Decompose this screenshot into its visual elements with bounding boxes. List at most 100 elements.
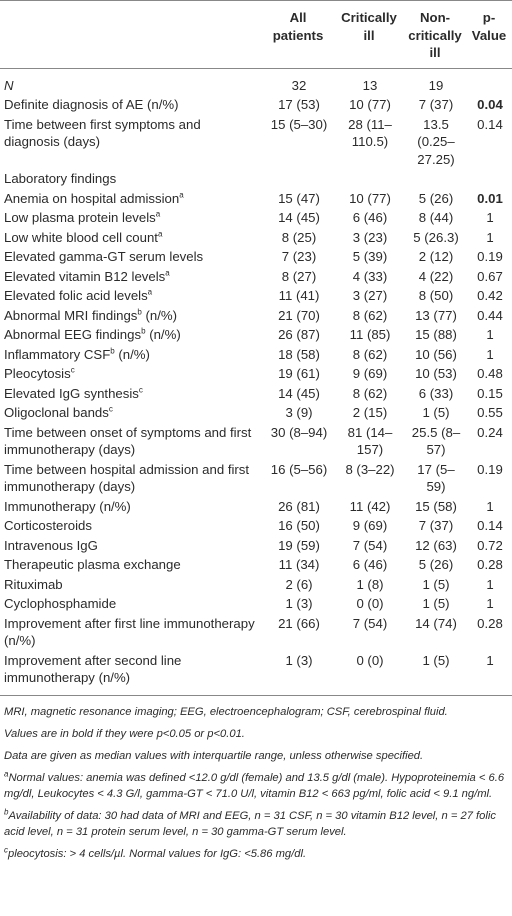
cell: 15 (5–30) <box>270 116 328 132</box>
row-label: Abnormal MRI findingsb (n/%) <box>0 306 262 326</box>
footnote-text: Values are in bold if they were p<0.05 o… <box>4 727 245 740</box>
row-label: Elevated folic acid levelsa <box>0 286 262 306</box>
cell: 18 (58) <box>278 346 320 362</box>
cell: 8 (62) <box>352 307 388 323</box>
cell: 3 (9) <box>285 405 313 420</box>
table-row: Oligoclonal bandsc 3 (9) 2 (15) 1 (5) 0.55 <box>0 403 512 423</box>
row-label: Low plasma protein levelsa <box>0 208 262 228</box>
row-label-text: Abnormal EEG findings <box>4 327 142 342</box>
row-label: Elevated gamma-GT serum levels <box>0 247 262 267</box>
cell: 1 <box>486 210 494 225</box>
cell: 8 (62) <box>352 385 388 401</box>
cell: 7 (37) <box>418 97 454 112</box>
cell: 12 (63) <box>415 537 457 553</box>
row-label-text: Inflammatory CSF <box>4 346 111 362</box>
footnote: Data are given as median values with int… <box>4 748 508 764</box>
column-header: All patients <box>262 0 334 69</box>
row-label: Therapeutic plasma exchange <box>0 555 262 575</box>
cell: 9 (69) <box>352 518 388 533</box>
table-row: Definite diagnosis of AE (n/%) 17 (53) 10 … <box>0 95 512 115</box>
row-label-note: (n/%) <box>146 97 179 112</box>
row-label-text: Abnormal MRI findings <box>4 307 138 323</box>
cell: 0.19 <box>477 249 503 264</box>
cell: 8 (3–22) <box>345 461 395 477</box>
cell: 32 <box>291 77 307 93</box>
cell: 14 (74) <box>415 615 457 631</box>
footnote-mark: b <box>110 346 115 356</box>
row-label: Anemia on hospital admissiona <box>0 189 262 209</box>
footnote-mark: c <box>4 844 8 854</box>
cell: 8 (62) <box>352 346 388 362</box>
cell: 6 (46) <box>352 210 388 225</box>
footnote-text: Data are given as median values with int… <box>4 749 424 762</box>
row-label-note: (n/%) <box>4 633 36 648</box>
cell: 0.55 <box>477 405 503 420</box>
row-label-note: (n/%) <box>99 498 131 514</box>
footnote-mark: a <box>179 190 184 200</box>
cell: 8 (27) <box>281 268 317 284</box>
cell: 15 (47) <box>278 190 320 206</box>
cell: 4 (33) <box>352 268 388 284</box>
footnote-text: pleocytosis: > 4 cells/µl. Normal values… <box>8 847 307 860</box>
cell: 26 (81) <box>278 498 320 514</box>
cell: 16 (50) <box>278 518 320 533</box>
cell: 13 (77) <box>415 307 457 323</box>
cell: 7 (23) <box>281 249 317 264</box>
row-label: Time between first symptoms and diagnosi… <box>0 115 262 170</box>
cell: 19 (61) <box>278 366 320 381</box>
cell: 0.14 <box>477 518 503 533</box>
cell: 0.19 <box>477 461 503 477</box>
row-label: Laboratory findings <box>0 169 512 189</box>
cell: 0.24 <box>477 424 503 440</box>
cell: 1 (5) <box>422 652 450 668</box>
cell: 25.5 (8–57) <box>411 424 461 458</box>
cell: 1 <box>486 346 494 362</box>
footnote: MRI, magnetic resonance imaging; EEG, el… <box>4 704 508 720</box>
table-row: Elevated folic acid levelsa 11 (41) 3 (27)… <box>0 286 512 306</box>
footnote-mark: a <box>4 768 9 778</box>
footnote-mark: a <box>157 229 163 239</box>
row-label-text: Low plasma protein levels <box>4 210 156 225</box>
cell: 8 (44) <box>418 210 454 225</box>
cell: 5 (26) <box>418 557 454 572</box>
cell: 0.42 <box>477 288 503 303</box>
header-corner <box>0 0 262 69</box>
table-row: Improvement after second line immunother… <box>0 651 512 696</box>
cell: 0 (0) <box>356 652 384 668</box>
table-row: Time between first symptoms and diagnosi… <box>0 115 512 170</box>
row-label-text: Pleocytosis <box>4 366 71 381</box>
cell: 15 (58) <box>415 498 457 514</box>
cell: 10 (77) <box>349 97 391 112</box>
table-row: Corticosteroids 16 (50) 9 (69) 7 (37) 0.14 <box>0 516 512 536</box>
footnote-text: Availability of data: 30 had data of MRI… <box>4 809 496 838</box>
row-label-text: Corticosteroids <box>4 518 92 533</box>
cell: 5 (39) <box>352 249 388 264</box>
table-row: Intravenous IgG 19 (59) 7 (54) 12 (63) 0.72 <box>0 536 512 556</box>
table-row: Cyclophosphamide 1 (3) 0 (0) 1 (5) 1 <box>0 594 512 614</box>
cell: 1 (3) <box>285 652 313 668</box>
cell: 0.44 <box>477 307 503 323</box>
row-label: Intravenous IgG <box>0 536 262 556</box>
row-label-note: (n/%) <box>145 307 178 323</box>
row-label: Low white blood cell counta <box>0 228 262 248</box>
cell: 13.5 (0.25–27.25) <box>417 116 455 167</box>
cell: 11 (42) <box>349 498 391 514</box>
cell: 2 (12) <box>418 249 454 264</box>
row-label: Improvement after first line immunothera… <box>0 614 262 651</box>
row-label-text: Immunotherapy <box>4 498 96 514</box>
cell: 21 (66) <box>278 615 320 631</box>
cell: 1 (8) <box>356 576 384 592</box>
cell: 11 (34) <box>278 557 320 572</box>
column-header: Non-critically ill <box>404 0 466 69</box>
cell: 5 (26) <box>418 190 454 206</box>
cell: 3 (23) <box>352 229 388 245</box>
row-label: Corticosteroids <box>0 516 262 536</box>
row-label-note: (n/%) <box>149 327 181 342</box>
cell: 13 <box>362 77 378 93</box>
row-label: Oligoclonal bandsc <box>0 403 262 423</box>
table-row: Elevated IgG synthesisc 14 (45) 8 (62) 6 (3… <box>0 384 512 404</box>
footnote-mark: b <box>137 307 142 317</box>
row-label-text: Improvement after first line immunothera… <box>4 615 255 631</box>
header-row: All patients Critically ill Non-critically… <box>0 0 512 69</box>
cell: 0 (0) <box>356 596 384 611</box>
